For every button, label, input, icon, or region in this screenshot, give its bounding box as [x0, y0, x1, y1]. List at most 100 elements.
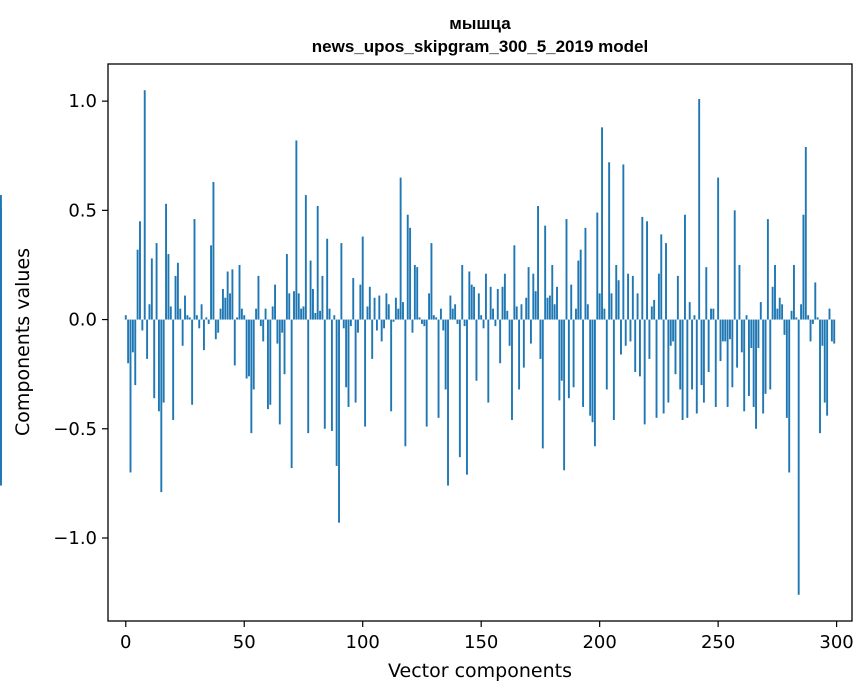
bar-246	[707, 319, 710, 372]
bar-181	[553, 304, 556, 320]
bar-217	[638, 319, 641, 377]
bar-290	[811, 319, 814, 324]
bar-199	[596, 212, 599, 320]
bar-231	[672, 319, 675, 342]
bar-160	[503, 273, 506, 320]
bar-227	[662, 319, 665, 414]
bar-206	[612, 319, 615, 421]
bar-189	[572, 319, 575, 388]
bar-75	[302, 306, 305, 320]
bar-197	[591, 319, 594, 423]
bar-280	[788, 319, 791, 473]
bar-56	[257, 275, 260, 320]
bar-81	[316, 205, 319, 320]
bar-50	[243, 315, 246, 320]
x-tick-label: 0	[120, 632, 131, 653]
bar-278	[783, 319, 786, 335]
bar-153	[487, 319, 490, 403]
bar-193	[582, 319, 585, 407]
bar-201	[601, 127, 603, 320]
bar-127	[425, 319, 428, 427]
bar-98	[357, 319, 359, 333]
y-axis-ticks: −1.0 −0.5 0.0 0.5 1.0	[53, 91, 108, 549]
bar-82	[319, 310, 322, 320]
chart-subtitle: news_upos_skipgram_300_5_2019 model	[312, 37, 648, 56]
x-tick-label: 100	[346, 632, 380, 653]
bar-8	[143, 90, 146, 320]
bar-296	[826, 319, 829, 416]
bar-163	[511, 319, 513, 421]
bar-109	[383, 319, 385, 329]
bar-150	[480, 315, 483, 320]
bar-116	[399, 177, 402, 320]
x-axis-label: Vector components	[388, 660, 572, 682]
bar-242	[698, 98, 701, 320]
bar-215	[634, 319, 637, 372]
bar-12	[153, 319, 156, 399]
bar-51	[245, 319, 248, 379]
bar-169	[525, 297, 528, 320]
bar-107	[378, 295, 381, 320]
bar-47	[236, 317, 239, 320]
y-tick-label: 1.0	[68, 91, 97, 112]
bar-185	[563, 319, 566, 471]
y-tick-label: −0.5	[53, 419, 97, 440]
bar-70	[290, 319, 293, 469]
bar-139	[454, 304, 457, 320]
bar-212	[627, 273, 630, 320]
bar-256	[731, 319, 734, 388]
bar-238	[688, 302, 691, 320]
bar-177	[544, 225, 547, 320]
bar-85	[326, 238, 329, 320]
bar-229	[667, 319, 670, 403]
bar-207	[615, 264, 618, 320]
bar-226	[660, 234, 663, 320]
plot-frame	[107, 63, 853, 622]
bar-91	[340, 243, 343, 320]
bar-267	[757, 319, 760, 348]
bar-220	[646, 221, 648, 320]
bar-294	[821, 319, 824, 346]
bar-183	[558, 319, 561, 401]
bar-223	[653, 299, 656, 320]
bar-219	[643, 319, 646, 425]
bar-165	[515, 306, 518, 320]
bar-54	[252, 319, 255, 390]
bar-134	[442, 319, 445, 331]
bar-205	[610, 293, 613, 320]
bar-18	[167, 254, 170, 320]
bar-76	[304, 195, 307, 320]
bar-66	[281, 319, 284, 333]
bar-99	[359, 284, 362, 320]
bar-151	[482, 319, 485, 329]
bar-31	[198, 319, 201, 329]
x-tick-label: 150	[464, 632, 498, 653]
bar-279	[785, 319, 788, 418]
bar-214	[631, 275, 634, 320]
bar-173	[534, 291, 537, 320]
bar-188	[570, 284, 573, 320]
bar-209	[620, 319, 622, 355]
bar-144	[466, 319, 468, 475]
bar-299	[833, 319, 836, 344]
bar-243	[700, 319, 703, 386]
bar-292	[816, 317, 819, 320]
bar-286	[802, 214, 805, 320]
y-tick-label: 0.0	[68, 310, 97, 331]
bar-104	[371, 319, 374, 359]
bar-196	[589, 319, 592, 416]
bar-275	[776, 308, 779, 320]
bar-202	[603, 308, 606, 320]
bar-45	[231, 269, 234, 320]
bar-96	[352, 278, 355, 320]
bar-122	[413, 264, 416, 320]
bar-222	[650, 306, 653, 320]
bar-249	[714, 319, 717, 407]
bar-78	[309, 260, 312, 320]
bar-258	[736, 319, 739, 368]
bar-192	[579, 249, 582, 320]
bar-204	[608, 162, 611, 320]
bar-16	[162, 319, 165, 403]
bar-11	[150, 258, 153, 320]
